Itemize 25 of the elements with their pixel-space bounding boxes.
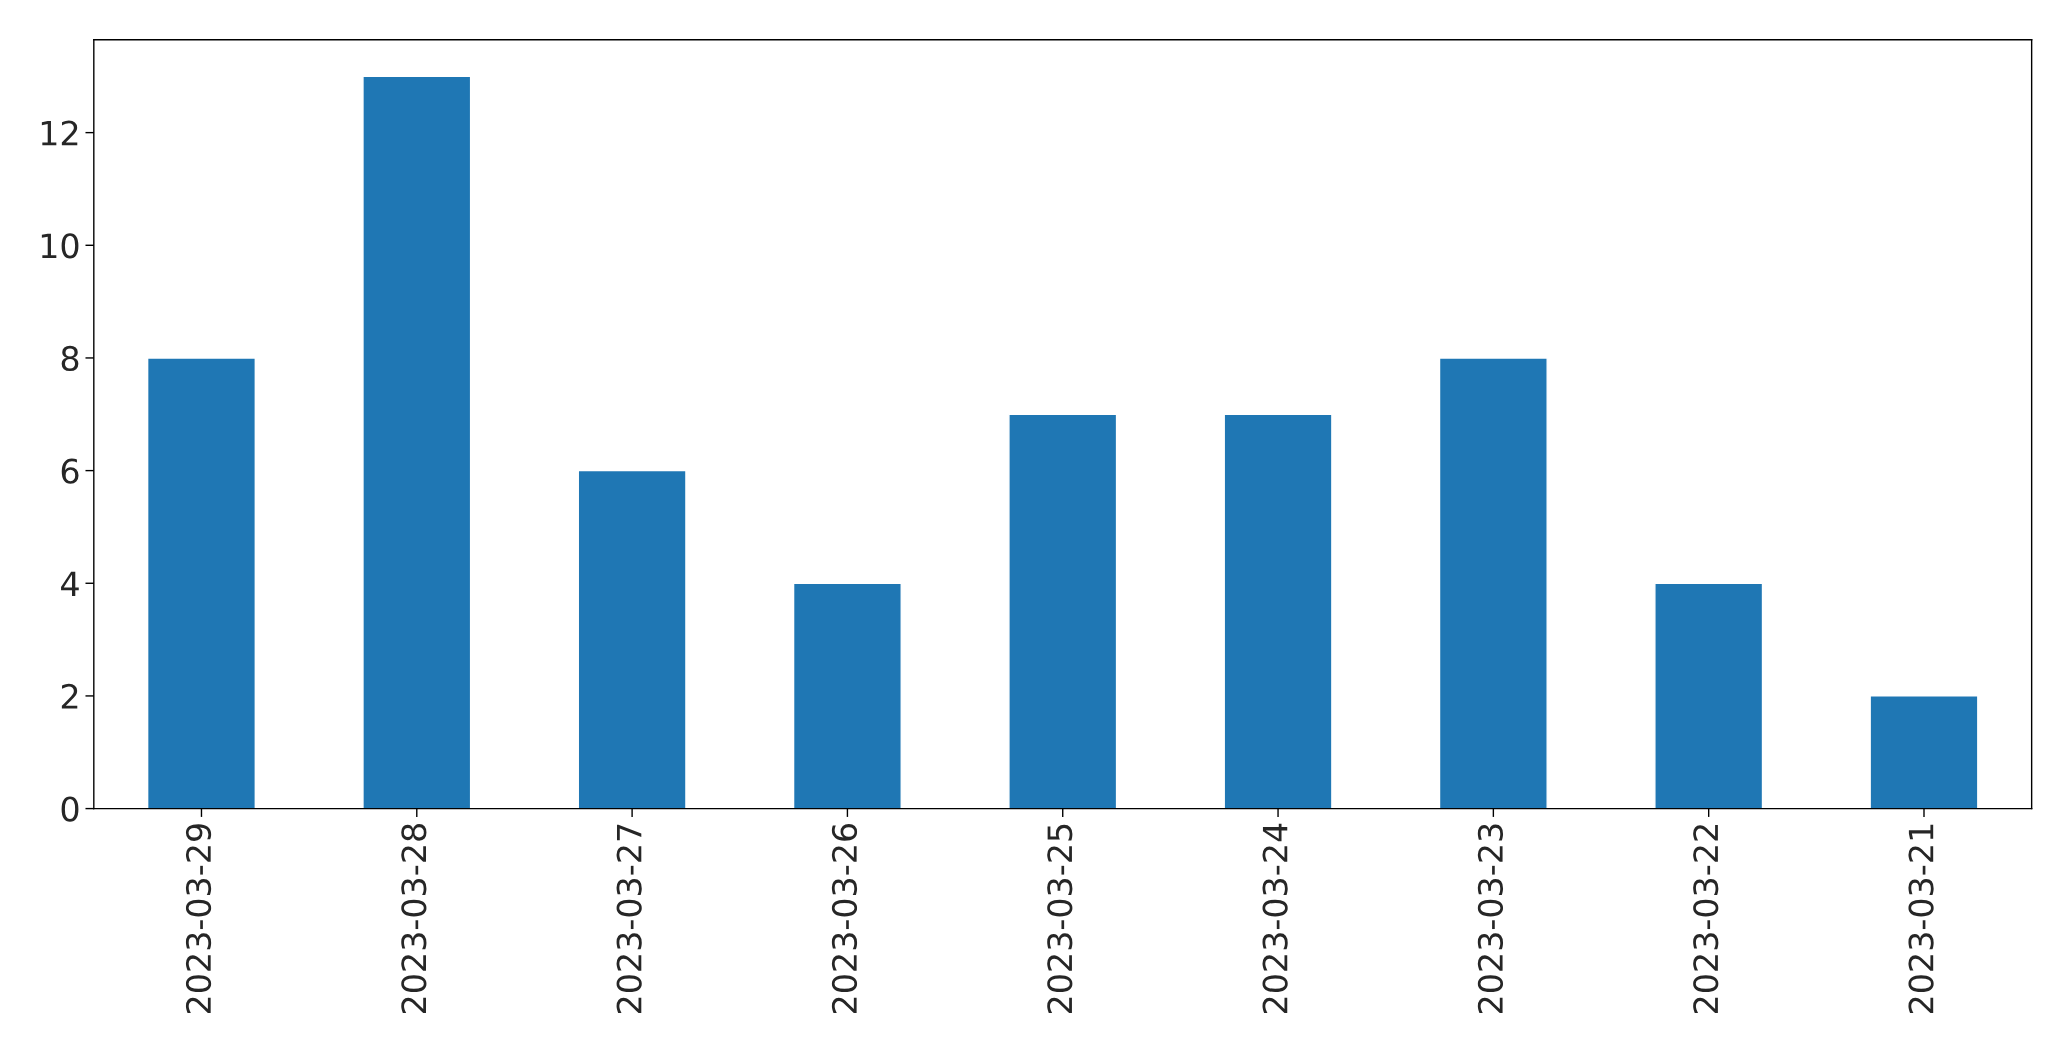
y-tick-label: 2 bbox=[61, 683, 78, 709]
x-tick-label: 2023-03-21 bbox=[1908, 824, 1934, 1014]
x-tick-label: 2023-03-26 bbox=[831, 823, 858, 1014]
y-tick-label: 12 bbox=[41, 120, 78, 146]
bar bbox=[1223, 413, 1333, 809]
bar bbox=[362, 75, 472, 809]
x-tick-label: 2023-03-22 bbox=[1693, 825, 1719, 1014]
y-tick-label: 0 bbox=[61, 796, 79, 822]
bar bbox=[146, 357, 256, 809]
bar bbox=[1869, 695, 1979, 809]
y-tick-label: 6 bbox=[61, 458, 79, 484]
x-tick-label: 2023-03-24 bbox=[1262, 823, 1288, 1014]
x-tick-label: 2023-03-27 bbox=[616, 824, 642, 1014]
bar bbox=[1438, 357, 1548, 809]
y-tick-label: 8 bbox=[61, 345, 79, 372]
x-tick-label: 2023-03-23 bbox=[1477, 824, 1504, 1014]
y-tick-label: 4 bbox=[61, 571, 79, 596]
y-tick-label: 10 bbox=[41, 233, 79, 259]
bar bbox=[792, 582, 902, 809]
bar bbox=[1008, 413, 1118, 809]
x-tick-label: 2023-03-28 bbox=[401, 824, 427, 1014]
x-tick-label: 2023-03-25 bbox=[1047, 824, 1073, 1014]
bar bbox=[1654, 582, 1764, 809]
bar bbox=[577, 469, 687, 809]
x-tick-label: 2023-03-29 bbox=[185, 824, 212, 1014]
